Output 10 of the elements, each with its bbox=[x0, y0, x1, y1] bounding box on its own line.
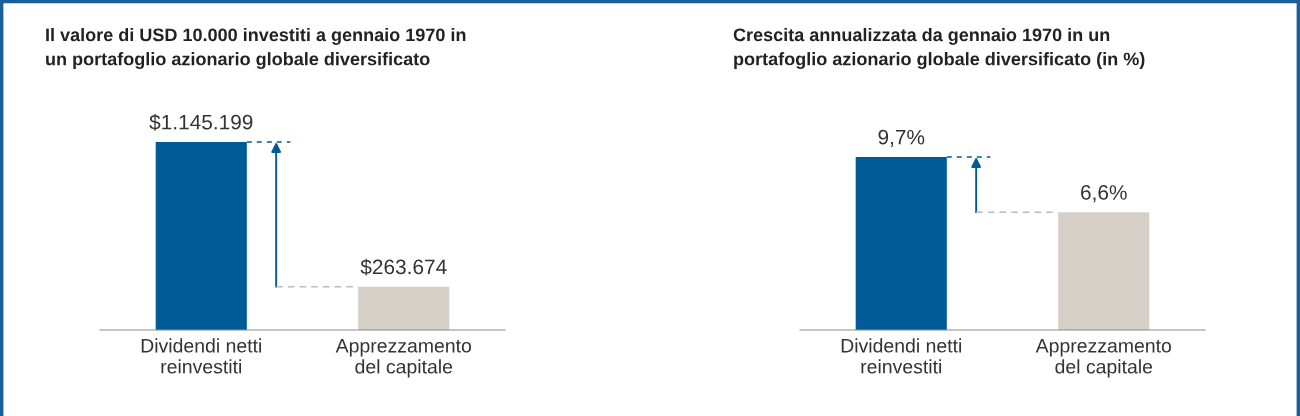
x-tick-label: Dividendi netti reinvestiti bbox=[141, 338, 262, 374]
data-label: $263.674 bbox=[360, 258, 447, 276]
chart-title: Il valore di USD 10.000 investiti a gennaio 1970 in un portafoglio azionario globale diversificato bbox=[46, 28, 466, 70]
data-label: 6,6% bbox=[1081, 185, 1127, 203]
data-label: 9,7% bbox=[878, 129, 925, 148]
x-tick-label: Apprezzamento del capitale bbox=[335, 339, 472, 378]
chart-title: Crescita annualizzata da gennaio 1970 in un portafoglio azionario globale diversificato (in %) bbox=[733, 28, 1145, 70]
data-label: $1.145.199 bbox=[149, 113, 253, 131]
x-tick-label: Apprezzamento del capitale bbox=[1035, 339, 1172, 378]
x-tick-label: Dividendi netti reinvestiti bbox=[841, 338, 962, 374]
